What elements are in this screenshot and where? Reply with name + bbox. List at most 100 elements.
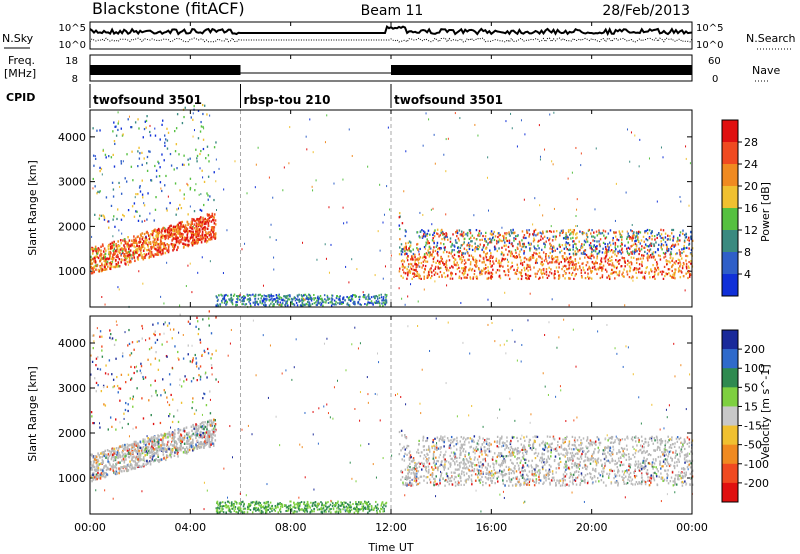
echo-cell (562, 229, 564, 233)
echo-cell (120, 162, 123, 165)
echo-cell (156, 437, 159, 440)
echo-cell (588, 276, 591, 279)
echo-cell (113, 343, 116, 347)
echo-cell (115, 357, 117, 360)
echo-cell (95, 357, 98, 360)
freq-right-bottom-tick: 0 (712, 74, 718, 85)
echo-cell (319, 301, 321, 304)
echo-cell (521, 239, 523, 242)
echo-cell (362, 291, 364, 294)
echo-cell (608, 246, 610, 249)
echo-cell (166, 139, 169, 142)
echo-cell (200, 193, 202, 196)
echo-cell (121, 250, 124, 253)
echo-cell (519, 262, 522, 265)
echo-cell (578, 240, 580, 243)
echo-cell (178, 230, 180, 233)
echo-cell (279, 301, 282, 304)
echo-cell (556, 247, 559, 250)
echo-cell (133, 256, 135, 259)
echo-cell (419, 256, 421, 259)
echo-cell (433, 242, 435, 245)
echo-cell (461, 259, 464, 262)
echo-cell (572, 266, 575, 269)
echo-cell (385, 505, 387, 508)
echo-cell (425, 260, 427, 263)
echo-cell (92, 127, 94, 130)
echo-cell (599, 238, 602, 241)
echo-cell (103, 403, 105, 406)
echo-cell (541, 248, 543, 251)
echo-cell (241, 296, 244, 299)
echo-cell (173, 444, 176, 447)
echo-cell (419, 274, 421, 278)
echo-cell (487, 242, 489, 245)
echo-cell (547, 255, 550, 258)
echo-cell (98, 474, 101, 477)
echo-cell (260, 295, 263, 298)
echo-cell (429, 268, 431, 271)
echo-cell (184, 243, 187, 246)
echo-cell (117, 265, 120, 268)
echo-cell (166, 209, 168, 212)
echo-cell (223, 302, 226, 305)
echo-cell (176, 248, 178, 252)
echo-cell (96, 252, 99, 255)
echo-cell (619, 250, 621, 254)
echo-cell (419, 211, 421, 214)
echo-cell (290, 297, 293, 300)
echo-cell (329, 301, 332, 304)
echo-cell (363, 294, 366, 297)
echo-cell (133, 202, 136, 205)
echo-cell (151, 246, 154, 249)
echo-cell (163, 449, 165, 452)
echo-cell (94, 469, 97, 473)
echo-cell (197, 109, 200, 112)
echo-cell (138, 458, 140, 462)
echo-cell (317, 300, 319, 303)
echo-cell (478, 259, 481, 262)
echo-cell (164, 236, 167, 240)
echo-cell (554, 261, 556, 264)
echo-cell (109, 255, 111, 258)
echo-cell (135, 450, 137, 453)
echo-cell (618, 274, 620, 277)
echo-cell (477, 248, 480, 251)
echo-cell (129, 244, 132, 248)
echo-cell (408, 240, 411, 243)
echo-cell (158, 162, 160, 165)
echo-cell (437, 265, 439, 269)
echo-cell (274, 504, 277, 507)
echo-cell (545, 254, 548, 257)
echo-cell (633, 252, 636, 255)
echo-cell (478, 232, 480, 235)
echo-cell (165, 174, 167, 178)
echo-cell (277, 301, 279, 304)
echo-cell (96, 465, 98, 468)
echo-cell (102, 214, 104, 217)
echo-cell (407, 270, 410, 274)
echo-cell (124, 443, 126, 447)
echo-cell (490, 265, 492, 268)
echo-cell (169, 201, 171, 205)
echo-cell (632, 237, 634, 240)
echo-cell (162, 252, 164, 255)
echo-cell (554, 270, 556, 273)
echo-cell (653, 243, 655, 246)
echo-cell (635, 271, 637, 274)
echo-cell (108, 251, 110, 254)
echo-cell (563, 270, 566, 273)
echo-cell (195, 436, 197, 440)
echo-cell (133, 235, 135, 238)
echo-cell (188, 431, 190, 434)
echo-cell (623, 259, 626, 262)
echo-cell (136, 340, 139, 343)
echo-cell (434, 267, 437, 270)
echo-cell (633, 250, 636, 253)
echo-cell (115, 263, 118, 266)
echo-cell (307, 506, 309, 509)
echo-cell (232, 294, 235, 297)
echo-cell (155, 253, 158, 256)
echo-cell (146, 440, 148, 443)
echo-cell (237, 507, 239, 510)
